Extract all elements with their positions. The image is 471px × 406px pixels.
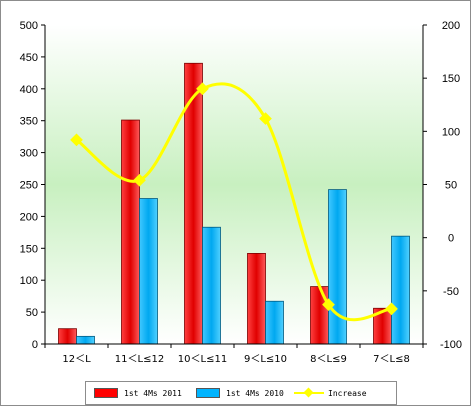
legend-label-2011: 1st 4Ms 2011	[124, 388, 182, 398]
bar-2011	[310, 286, 329, 345]
legend-item-increase: Increase	[294, 386, 367, 400]
bar-2011	[121, 119, 140, 345]
bar-2010	[202, 226, 221, 345]
increase-point	[70, 133, 83, 147]
increase-point	[322, 298, 335, 312]
plot-area	[45, 25, 423, 344]
y2-tick-label: 150	[442, 73, 460, 85]
y2-tick-label: 50	[445, 180, 457, 192]
y-tick-label: 500	[20, 20, 38, 32]
bar-2011	[247, 253, 266, 345]
bar-2011	[58, 328, 77, 345]
y2-tick-label: 100	[442, 126, 460, 138]
x-tick-label: 12＜L	[62, 354, 91, 365]
legend: 1st 4Ms 2011 1st 4Ms 2010 Increase	[85, 381, 397, 405]
x-tick-label: 7＜L≤8	[373, 354, 410, 365]
y2-tick-label: 0	[448, 233, 454, 245]
y2-tick-label: -50	[443, 286, 459, 298]
increase-point	[385, 302, 398, 316]
bar-2010	[139, 198, 158, 345]
increase-point	[196, 82, 209, 96]
increase-point	[259, 112, 272, 125]
legend-label-increase: Increase	[328, 388, 367, 398]
y-tick-label: 150	[20, 243, 38, 255]
bar-2010	[391, 235, 410, 345]
x-tick-label: 11＜L≤12	[115, 354, 164, 365]
y-tick-label: 450	[20, 52, 38, 64]
legend-line-marker-icon	[294, 386, 324, 400]
bars-layer	[58, 62, 410, 345]
increase-line-layer	[70, 82, 398, 322]
legend-item-2010: 1st 4Ms 2010	[196, 386, 284, 400]
y-tick-label: 400	[20, 84, 38, 96]
bar-2010	[265, 300, 284, 345]
increase-point	[133, 173, 146, 187]
y-tick-label: 300	[20, 148, 38, 160]
legend-swatch-2011	[94, 388, 118, 398]
x-tick-label: 10＜L≤11	[178, 354, 227, 365]
bar-2010	[76, 335, 95, 345]
y-tick-label: 100	[20, 275, 38, 287]
y-tick-label: 250	[20, 180, 38, 192]
y2-tick-label: 200	[442, 20, 460, 32]
x-tick-label: 8＜L≤9	[310, 354, 347, 365]
bar-2010	[328, 189, 347, 345]
y-tick-label: 50	[26, 307, 38, 319]
x-tick-label: 9＜L≤10	[244, 354, 287, 365]
legend-item-2011: 1st 4Ms 2011	[94, 386, 182, 400]
axes-layer: 0 50 100 150 200 250 300 350 400 450 500 -100 -50 0 50…	[20, 20, 462, 365]
y2-tick-label: -100	[440, 339, 462, 351]
y-tick-label: 350	[20, 116, 38, 128]
y-tick-label: 200	[20, 211, 38, 223]
legend-label-2010: 1st 4Ms 2010	[226, 388, 284, 398]
legend-swatch-2010	[196, 388, 220, 398]
y-tick-label: 0	[32, 339, 38, 351]
